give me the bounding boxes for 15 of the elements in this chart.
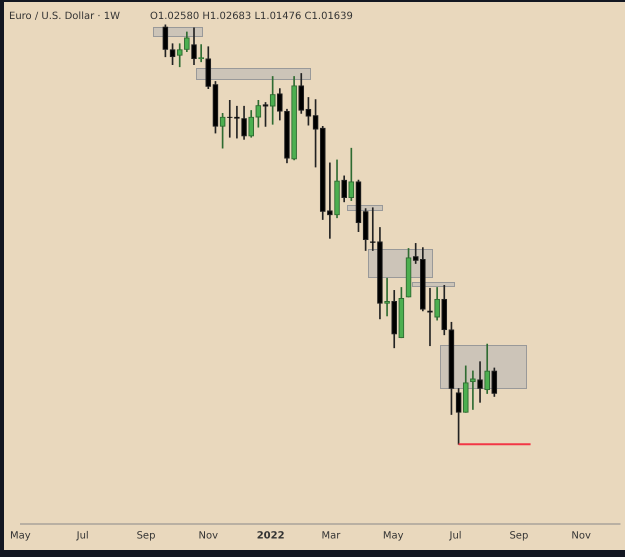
x-tick-label: May	[10, 530, 31, 542]
x-tick-label: Sep	[136, 530, 156, 542]
x-tick-label: Mar	[321, 530, 342, 542]
text: O1.02580 H1.02683 L1.01476 C1.01639	[150, 11, 353, 22]
x-tick-label: Nov	[198, 530, 218, 542]
x-tick-label: Jul	[76, 530, 89, 542]
x-tick-label: Sep	[509, 530, 528, 542]
chart-title: Euro / U.S. Dollar · 1W	[9, 11, 120, 22]
candlestick	[312, 99, 318, 168]
candlestick	[477, 361, 483, 403]
x-tick-label: Jul	[448, 530, 462, 542]
x-tick-label: Nov	[571, 530, 592, 542]
x-tick-label: May	[382, 530, 404, 542]
x-tick-label: 2022	[256, 530, 285, 542]
candlestick	[427, 288, 433, 346]
